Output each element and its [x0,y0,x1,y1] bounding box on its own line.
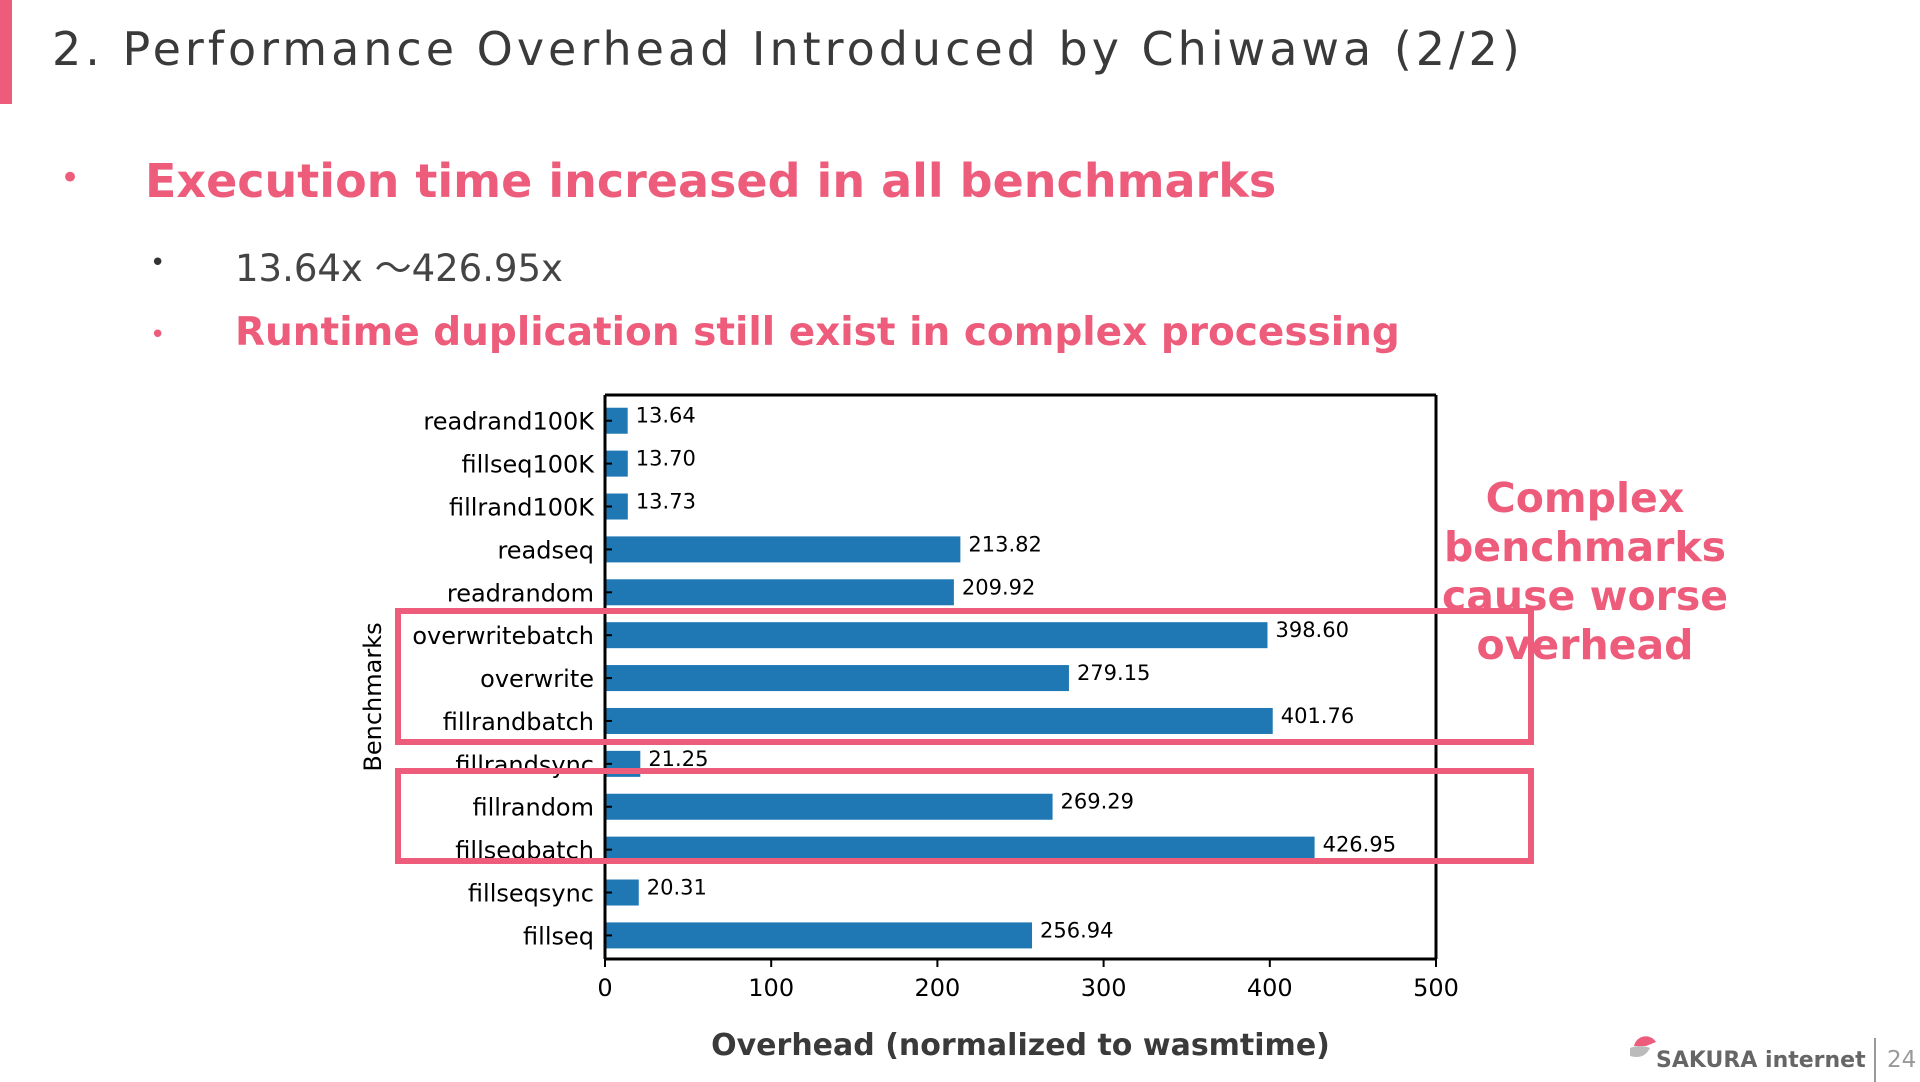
x-tick-label: 0 [597,974,612,1002]
x-tick-label: 300 [1081,974,1127,1002]
y-axis-label: Benchmarks [359,622,387,771]
x-axis-label: Overhead (normalized to wasmtime) [711,1028,1330,1063]
y-tick-label: overwrite [480,665,594,693]
bar [605,536,961,563]
bar-value-label: 13.73 [636,490,696,514]
bar-value-label: 13.64 [636,404,696,428]
sakura-logo: SAKURA internet [1628,1030,1866,1074]
brand-name: SAKURA internet [1656,1048,1866,1073]
page-divider [1874,1038,1876,1082]
bar-value-label: 401.76 [1281,704,1354,728]
y-tick-label: fillrandsync [455,751,594,779]
y-tick-label: fillseq100K [461,451,595,479]
bar-value-label: 426.95 [1323,833,1396,857]
title-accent-bar [0,0,12,104]
y-tick-label: fillseq [523,922,594,950]
bar [605,707,1273,734]
bullet-main: Execution time increased in all benchmar… [145,154,1277,208]
y-tick-label: fillrand100K [449,494,595,522]
y-tick-label: fillrandbatch [443,708,594,736]
y-tick-label: readrandom [447,579,594,607]
callout-line-2: cause worse overhead [1441,572,1729,669]
bar [605,793,1053,820]
x-tick-label: 100 [748,974,794,1002]
y-tick-label: overwritebatch [412,622,594,650]
bar [605,407,628,434]
x-tick-label: 500 [1413,974,1459,1002]
bar-value-label: 269.29 [1061,790,1134,814]
bar-value-label: 398.60 [1275,618,1348,642]
bullet-marker: • [60,158,81,198]
bar-value-label: 21.25 [648,747,708,771]
bar-value-label: 20.31 [647,876,707,900]
page-number: 24 [1887,1047,1917,1073]
bar-value-label: 279.15 [1077,661,1150,685]
callout-text: Complex benchmarks cause worse overhead [1350,474,1820,670]
sakura-logo-icon [1630,1036,1656,1057]
bar [605,450,628,477]
slide-title: 2. Performance Overhead Introduced by Ch… [52,22,1524,76]
bar [605,622,1268,649]
bar [605,665,1069,692]
y-tick-label: fillrandom [472,794,594,822]
y-tick-label: fillseqsync [468,880,594,908]
highlight-box-complex-2 [395,768,1534,864]
bar-value-label: 213.82 [968,532,1041,556]
bullet-range: 13.64x ～426.95x [235,247,563,290]
x-tick-label: 400 [1247,974,1293,1002]
bar-value-label: 256.94 [1040,918,1113,942]
highlight-box-complex-1 [395,608,1534,745]
bar-value-label: 209.92 [962,575,1035,599]
bar-value-label: 13.70 [636,447,696,471]
bar [605,922,1033,949]
bullet-duplication: Runtime duplication still exist in compl… [235,310,1400,355]
bar [605,579,954,606]
y-tick-label: readseq [497,536,594,564]
y-tick-label: readrand100K [423,408,595,436]
bullet-marker: • [150,320,166,350]
callout-line-1: Complex benchmarks [1443,474,1727,571]
x-tick-label: 200 [914,974,960,1002]
bar [605,493,628,520]
bullet-marker: • [150,248,166,278]
